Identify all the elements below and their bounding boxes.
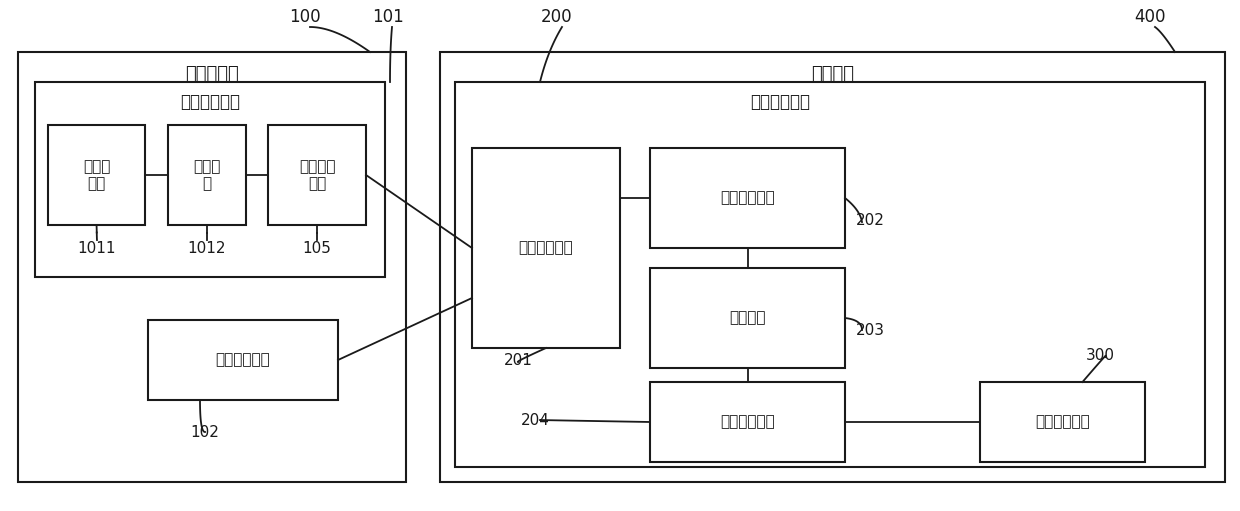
Text: 200: 200 — [541, 8, 573, 26]
Text: 模数转换电路: 模数转换电路 — [720, 191, 775, 205]
Bar — [455, 82, 1205, 467]
Text: 应变感应
电路: 应变感应 电路 — [299, 159, 335, 191]
Bar — [440, 52, 1225, 482]
Text: 400: 400 — [1135, 8, 1166, 26]
Text: 202: 202 — [856, 213, 884, 227]
Text: 信号补偿电路: 信号补偿电路 — [518, 241, 573, 256]
Text: 应变传感器件: 应变传感器件 — [180, 93, 241, 111]
Text: 柔性传感器: 柔性传感器 — [185, 65, 239, 83]
Text: 203: 203 — [856, 322, 884, 337]
Text: 300: 300 — [1085, 347, 1115, 362]
Text: 信号处理模块: 信号处理模块 — [750, 93, 810, 111]
Bar — [35, 82, 384, 277]
Text: 201: 201 — [503, 353, 532, 367]
Bar — [650, 382, 844, 462]
Text: 204: 204 — [521, 412, 549, 428]
Text: 应变检
测部: 应变检 测部 — [83, 159, 110, 191]
Bar — [980, 382, 1145, 462]
Text: 光学传感器件: 光学传感器件 — [216, 353, 270, 367]
Bar — [472, 148, 620, 348]
Text: 1012: 1012 — [187, 241, 226, 256]
Text: 1011: 1011 — [78, 241, 117, 256]
Text: 柔性引
线: 柔性引 线 — [193, 159, 221, 191]
Text: 信号增强电路: 信号增强电路 — [720, 414, 775, 430]
Text: 100: 100 — [289, 8, 321, 26]
Text: 105: 105 — [303, 241, 331, 256]
Text: 信号发射模块: 信号发射模块 — [1035, 414, 1090, 430]
Text: 101: 101 — [372, 8, 404, 26]
Bar — [148, 320, 339, 400]
Text: 柔性基底: 柔性基底 — [811, 65, 854, 83]
Bar — [19, 52, 405, 482]
Bar — [48, 125, 145, 225]
Text: 滤波电路: 滤波电路 — [729, 311, 766, 326]
Bar — [167, 125, 246, 225]
Bar — [650, 148, 844, 248]
Bar — [268, 125, 366, 225]
Bar — [650, 268, 844, 368]
Text: 102: 102 — [191, 425, 219, 439]
